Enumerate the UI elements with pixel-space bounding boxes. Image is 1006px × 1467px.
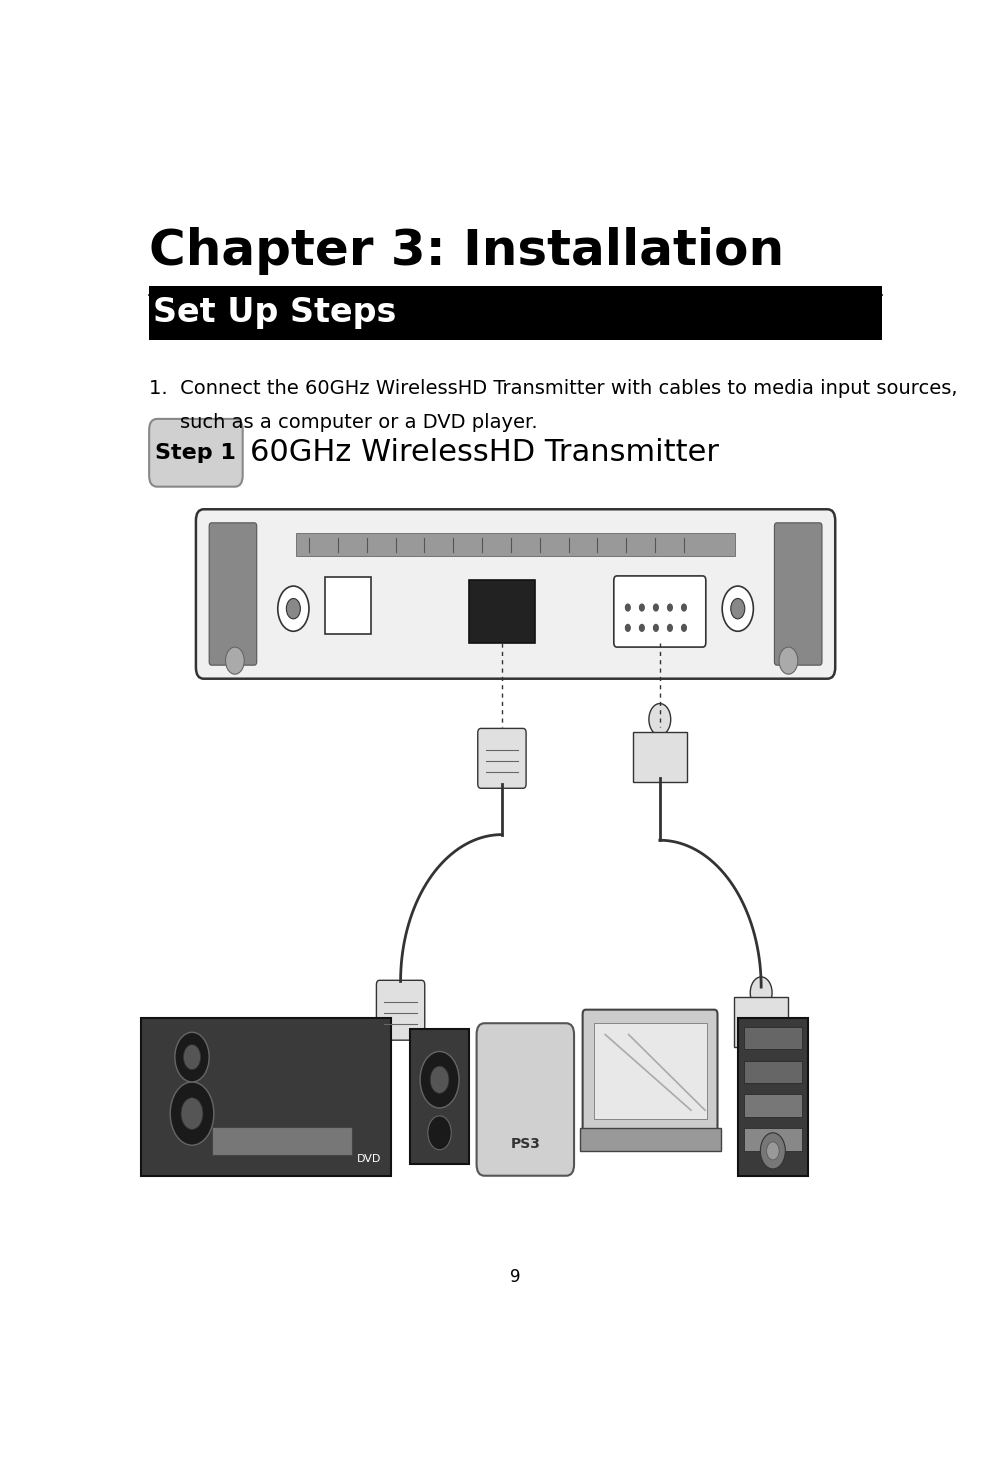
Circle shape (431, 1067, 449, 1093)
Circle shape (750, 977, 772, 1008)
FancyBboxPatch shape (775, 522, 822, 665)
Circle shape (640, 604, 644, 610)
Text: 9: 9 (510, 1269, 521, 1287)
FancyBboxPatch shape (477, 1024, 574, 1175)
Circle shape (722, 587, 753, 631)
Circle shape (668, 604, 672, 610)
FancyBboxPatch shape (211, 1127, 352, 1156)
Circle shape (225, 647, 244, 675)
Circle shape (767, 1141, 779, 1160)
Circle shape (654, 604, 658, 610)
Circle shape (779, 647, 798, 675)
Circle shape (649, 704, 671, 735)
FancyBboxPatch shape (744, 1094, 802, 1116)
Circle shape (682, 625, 686, 631)
Text: PS3: PS3 (510, 1137, 540, 1152)
Circle shape (626, 625, 630, 631)
FancyBboxPatch shape (744, 1027, 802, 1049)
Text: Chapter 3: Installation: Chapter 3: Installation (149, 227, 785, 274)
FancyBboxPatch shape (594, 1024, 706, 1119)
Text: DVD: DVD (357, 1155, 381, 1165)
FancyBboxPatch shape (141, 1018, 390, 1175)
FancyBboxPatch shape (744, 1128, 802, 1152)
Circle shape (287, 599, 301, 619)
FancyBboxPatch shape (410, 1028, 469, 1165)
Text: Step 1: Step 1 (156, 443, 236, 462)
Circle shape (761, 1133, 786, 1169)
FancyBboxPatch shape (579, 1128, 720, 1152)
Circle shape (170, 1083, 214, 1146)
Circle shape (428, 1116, 452, 1150)
Text: Set Up Steps: Set Up Steps (153, 296, 396, 329)
FancyBboxPatch shape (478, 729, 526, 788)
Circle shape (278, 587, 309, 631)
FancyBboxPatch shape (744, 1061, 802, 1083)
Circle shape (626, 604, 630, 610)
Circle shape (175, 1033, 209, 1083)
FancyBboxPatch shape (149, 286, 882, 340)
Circle shape (730, 599, 744, 619)
FancyBboxPatch shape (614, 577, 706, 647)
FancyBboxPatch shape (196, 509, 835, 679)
FancyBboxPatch shape (297, 533, 734, 556)
FancyBboxPatch shape (733, 998, 789, 1047)
Circle shape (654, 625, 658, 631)
FancyBboxPatch shape (582, 1009, 717, 1137)
FancyBboxPatch shape (149, 420, 242, 487)
Circle shape (183, 1045, 200, 1069)
FancyBboxPatch shape (633, 732, 687, 782)
FancyBboxPatch shape (737, 1018, 808, 1175)
Circle shape (421, 1052, 459, 1108)
Text: 1.  Connect the 60GHz WirelessHD Transmitter with cables to media input sources,: 1. Connect the 60GHz WirelessHD Transmit… (149, 380, 958, 399)
Circle shape (682, 604, 686, 610)
FancyBboxPatch shape (325, 577, 371, 634)
FancyBboxPatch shape (469, 581, 535, 643)
FancyBboxPatch shape (376, 980, 425, 1040)
Text: such as a computer or a DVD player.: such as a computer or a DVD player. (180, 414, 538, 433)
FancyBboxPatch shape (209, 522, 257, 665)
Circle shape (640, 625, 644, 631)
Circle shape (181, 1097, 203, 1130)
Text: 60GHz WirelessHD Transmitter: 60GHz WirelessHD Transmitter (250, 439, 719, 468)
Circle shape (668, 625, 672, 631)
